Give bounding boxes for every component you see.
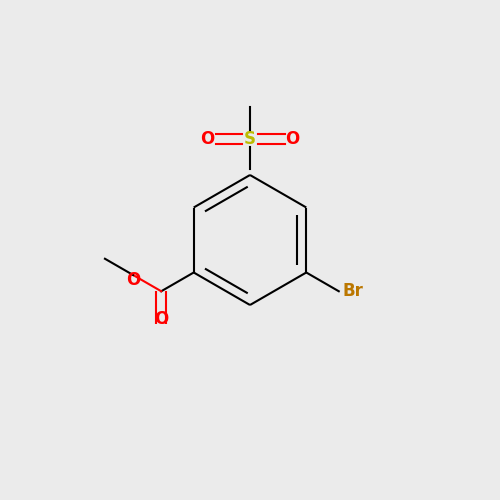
Text: O: O xyxy=(200,130,214,148)
Text: Br: Br xyxy=(343,282,363,300)
Text: O: O xyxy=(154,310,168,328)
Text: S: S xyxy=(244,130,256,148)
Text: O: O xyxy=(286,130,300,148)
Text: O: O xyxy=(126,271,140,289)
